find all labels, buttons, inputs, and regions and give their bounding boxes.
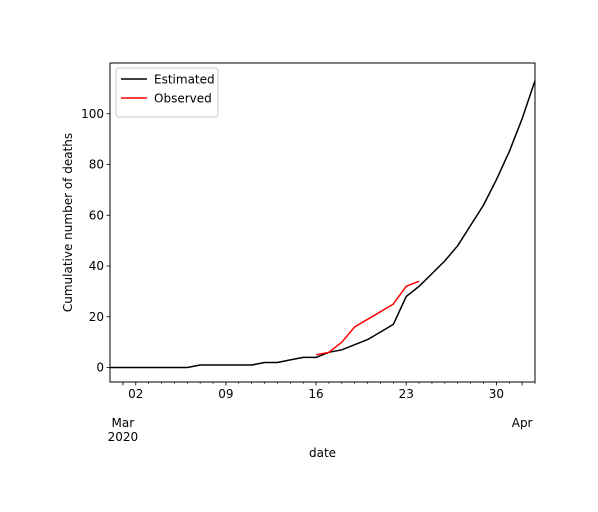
- x-month-label: Mar: [112, 416, 135, 430]
- x-month-label: Apr: [512, 416, 533, 430]
- x-tick-label: 30: [489, 387, 504, 401]
- x-tick-label: 09: [218, 387, 233, 401]
- legend-label: Observed: [154, 92, 212, 106]
- legend: Estimated Observed: [115, 67, 219, 118]
- y-axis: 0 20 40 60 80 100: [81, 107, 110, 375]
- x-tick-label: 02: [128, 387, 143, 401]
- y-tick-label: 0: [96, 361, 104, 375]
- x-year-label: 2020: [108, 430, 139, 444]
- y-tick-label: 100: [81, 107, 104, 121]
- y-tick-label: 40: [89, 259, 104, 273]
- x-tick-label: 16: [308, 387, 323, 401]
- legend-label: Estimated: [154, 73, 215, 87]
- y-tick-label: 20: [89, 310, 104, 324]
- plot-lines: [110, 80, 536, 369]
- series-line-observed: [315, 280, 420, 356]
- x-axis-label: date: [309, 446, 336, 460]
- legend-box: [115, 67, 219, 118]
- y-tick-label: 60: [89, 208, 104, 222]
- y-axis-label: Cumulative number of deaths: [61, 133, 75, 312]
- plot-frame: [109, 62, 536, 383]
- x-tick-label: 23: [399, 387, 414, 401]
- series-line-estimated: [110, 80, 536, 369]
- y-tick-label: 80: [89, 158, 104, 172]
